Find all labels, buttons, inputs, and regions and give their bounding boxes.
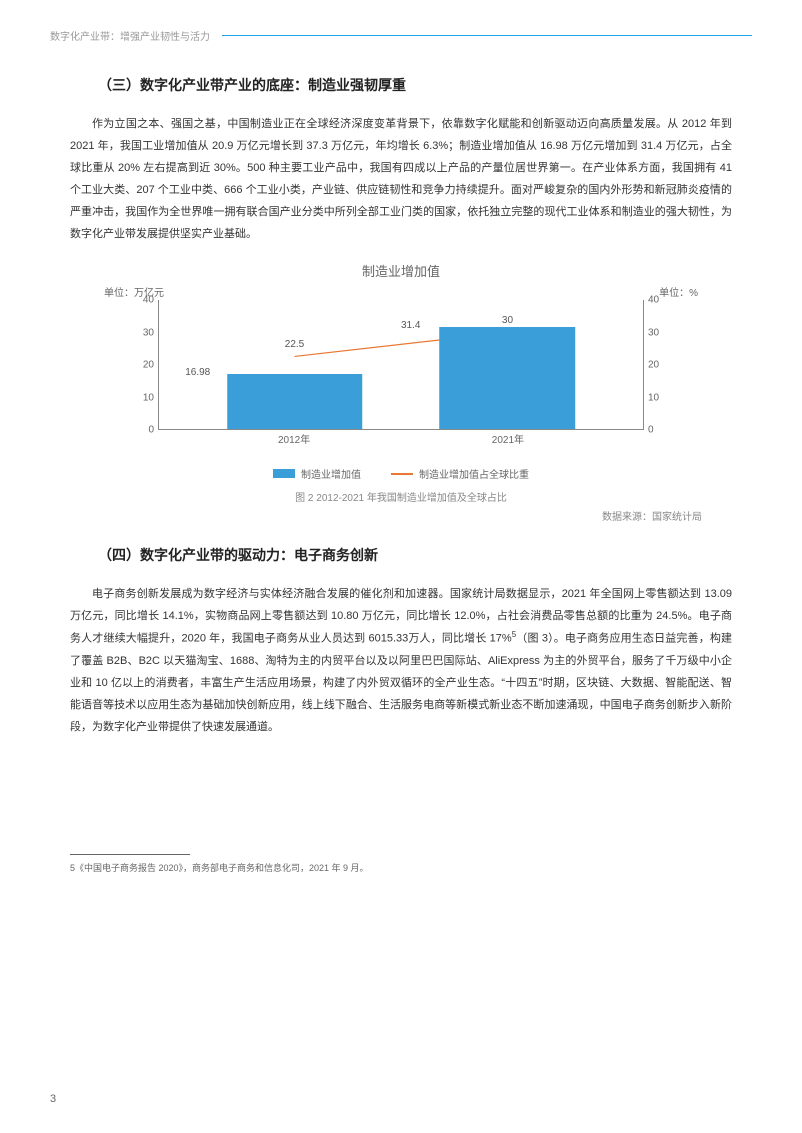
manufacturing-chart: 制造业增加值 单位：万亿元 单位：% 16.9822.531.430 00101… [70, 261, 732, 523]
legend-bar-item: 制造业增加值 [273, 466, 361, 481]
header-title: 数字化产业带：增强产业韧性与活力 [50, 28, 210, 43]
line-value-label: 22.5 [285, 339, 304, 350]
page-number: 3 [50, 1093, 56, 1105]
ytick-left: 30 [128, 327, 154, 338]
ytick-right: 0 [648, 425, 674, 436]
ytick-right: 30 [648, 327, 674, 338]
ytick-left: 20 [128, 360, 154, 371]
legend-line-label: 制造业增加值占全球比重 [419, 466, 529, 481]
legend-line-swatch [391, 473, 413, 475]
section-4-heading: （四）数字化产业带的驱动力：电子商务创新 [70, 545, 732, 565]
xtick: 2021年 [492, 431, 524, 446]
bar-value-label: 16.98 [185, 367, 210, 378]
line-value-label: 30 [502, 315, 513, 326]
section-3-paragraph: 作为立国之本、强国之基，中国制造业正在全球经济深度变革背景下，依靠数字化赋能和创… [70, 113, 732, 245]
ytick-left: 0 [128, 425, 154, 436]
page-header: 数字化产业带：增强产业韧性与活力 [0, 0, 802, 49]
chart-legend: 制造业增加值 制造业增加值占全球比重 [70, 466, 732, 481]
bar [440, 327, 576, 429]
header-rule [222, 35, 752, 36]
legend-bar-label: 制造业增加值 [301, 466, 361, 481]
chart-source: 数据来源：国家统计局 [70, 508, 732, 523]
footnote-rule [70, 854, 190, 855]
ytick-left: 10 [128, 392, 154, 403]
bar-value-label: 31.4 [401, 320, 420, 331]
legend-bar-swatch [273, 469, 295, 478]
legend-line-item: 制造业增加值占全球比重 [391, 466, 529, 481]
ytick-right: 20 [648, 360, 674, 371]
ytick-right: 10 [648, 392, 674, 403]
bar [227, 374, 363, 429]
ytick-left: 40 [128, 295, 154, 306]
ytick-right: 40 [648, 295, 674, 306]
xtick: 2012年 [278, 431, 310, 446]
chart-title: 制造业增加值 [70, 261, 732, 280]
section-3-heading: （三）数字化产业带产业的底座：制造业强韧厚重 [70, 75, 732, 95]
chart-caption: 图 2 2012-2021 年我国制造业增加值及全球占比 [70, 489, 732, 504]
plot-area: 16.98 22.5 31.4 30 [158, 300, 644, 430]
section-4-paragraph: 电子商务创新发展成为数字经济与实体经济融合发展的催化剂和加速器。国家统计局数据显… [70, 583, 732, 738]
footnote-5: 5《中国电子商务报告 2020》，商务部电子商务和信息化司，2021 年 9 月… [70, 861, 732, 874]
